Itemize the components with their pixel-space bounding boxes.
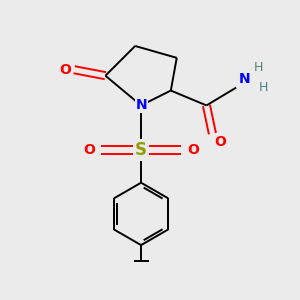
Text: H: H bbox=[259, 81, 268, 94]
Text: O: O bbox=[59, 63, 70, 77]
Text: S: S bbox=[135, 141, 147, 159]
Text: N: N bbox=[238, 72, 250, 86]
Text: O: O bbox=[214, 135, 226, 149]
Text: N: N bbox=[135, 98, 147, 112]
Text: H: H bbox=[254, 61, 263, 74]
Text: O: O bbox=[187, 143, 199, 157]
Text: O: O bbox=[83, 143, 95, 157]
